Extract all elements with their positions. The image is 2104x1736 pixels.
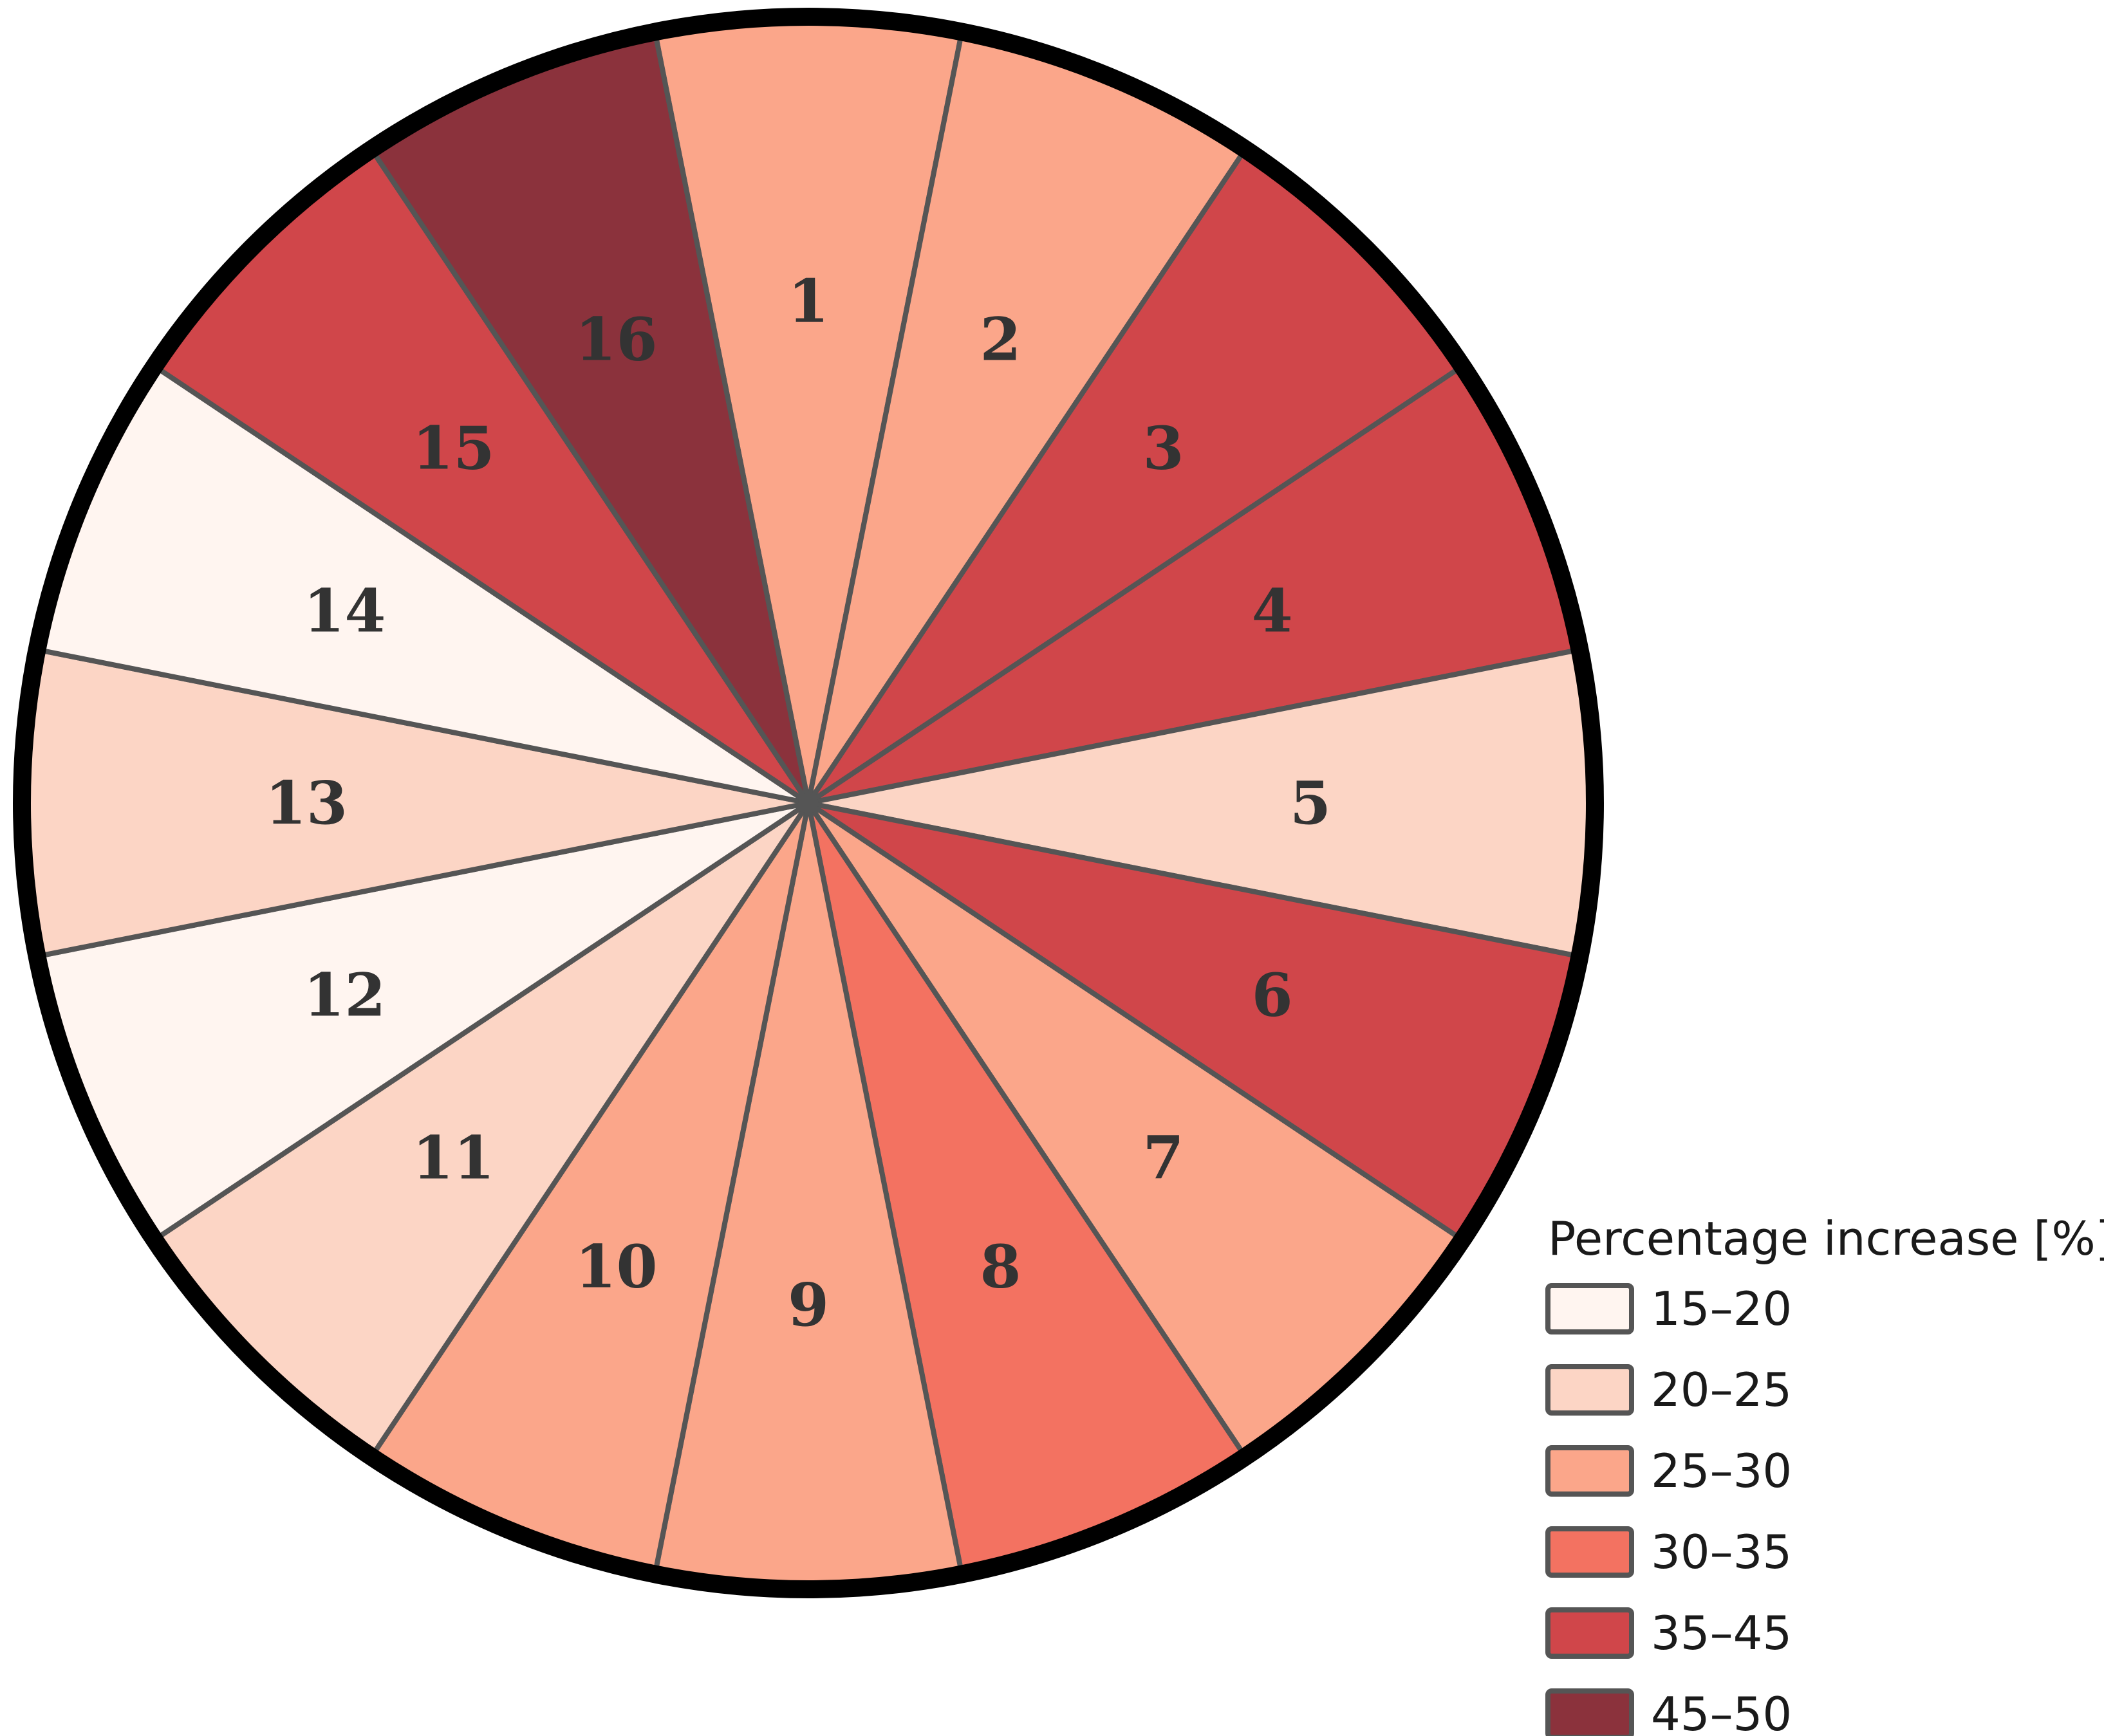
legend-label-25–30: 25–30 xyxy=(1651,1444,1792,1498)
legend-label-35–45: 35–45 xyxy=(1651,1606,1792,1660)
sector-label-2: 2 xyxy=(980,304,1021,374)
legend-swatch-20–25 xyxy=(1545,1364,1634,1416)
sectors-layer xyxy=(19,14,1597,1592)
legend-label-20–25: 20–25 xyxy=(1651,1363,1792,1417)
outer-ring xyxy=(13,8,1604,1598)
sector-label-6: 6 xyxy=(1252,961,1293,1030)
legend-swatch-30–35 xyxy=(1545,1526,1634,1578)
sector-label-8: 8 xyxy=(980,1232,1021,1302)
sector-label-9: 9 xyxy=(788,1270,829,1340)
sector-label-11: 11 xyxy=(412,1123,494,1193)
legend-swatch-35–45 xyxy=(1545,1607,1634,1659)
legend: Percentage increase [%] 15–20 20–25 25–30 3… xyxy=(1545,1212,2104,1736)
sector-label-3: 3 xyxy=(1142,414,1184,483)
legend-label-15–20: 15–20 xyxy=(1651,1282,1792,1336)
legend-label-45–50: 45–50 xyxy=(1651,1687,1792,1736)
sector-label-10: 10 xyxy=(575,1232,657,1302)
legend-items: 15–20 20–25 25–30 30–35 35–45 45–50 xyxy=(1545,1282,1792,1736)
legend-swatch-25–30 xyxy=(1545,1445,1634,1497)
legend-label-30–35: 30–35 xyxy=(1651,1525,1792,1579)
sector-label-13: 13 xyxy=(265,768,348,838)
legend-swatch-15–20 xyxy=(1545,1283,1634,1334)
sector-label-4: 4 xyxy=(1252,577,1293,646)
center-point xyxy=(798,793,819,813)
sector-label-16: 16 xyxy=(575,304,657,374)
sector-label-14: 14 xyxy=(303,577,386,646)
sector-label-15: 15 xyxy=(412,414,494,483)
sector-label-1: 1 xyxy=(788,266,829,336)
sector-label-7: 7 xyxy=(1142,1123,1184,1193)
legend-title: Percentage increase [%] xyxy=(1548,1212,2104,1266)
legend-swatch-45–50 xyxy=(1545,1688,1634,1736)
sector-label-5: 5 xyxy=(1290,768,1331,838)
sector-label-12: 12 xyxy=(303,961,386,1030)
